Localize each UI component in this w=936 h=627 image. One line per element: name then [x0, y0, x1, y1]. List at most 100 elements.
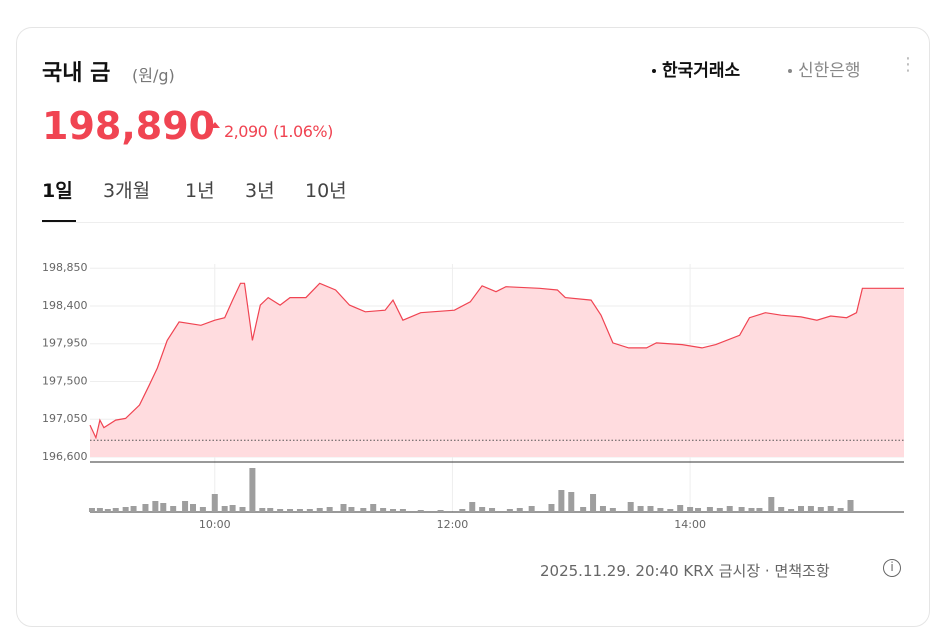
volume-bar	[122, 507, 129, 512]
disclaimer-link[interactable]: 면책조항	[774, 562, 830, 580]
volume-bar	[716, 508, 723, 512]
period-tab[interactable]: 1일	[42, 180, 73, 202]
volume-bar	[637, 506, 644, 512]
volume-bar	[677, 505, 684, 512]
chart: 196,600 197,050 197,500 197,950 198,400 198,8…	[42, 261, 904, 531]
volume-bar	[390, 509, 397, 512]
volume-bar	[370, 504, 377, 512]
source-label: 한국거래소	[662, 61, 741, 81]
volume-bar	[548, 504, 555, 512]
volume-bar	[259, 508, 266, 512]
volume-bar	[287, 509, 294, 512]
footer: 2025.11.29. 20:40 KRX 금시장 · 면책조항	[540, 562, 830, 580]
page: 국내 금 (원/g) 한국거래소 신한은행 ⋮ 198,890 2,090 (1…	[16, 27, 930, 627]
period-tab[interactable]: 3개월	[103, 180, 151, 202]
volume-bar	[469, 502, 476, 512]
volume-bar	[326, 507, 333, 512]
y-tick-label: 198,400	[42, 299, 88, 312]
period-tab[interactable]: 10년	[305, 180, 347, 202]
volume-bar	[647, 506, 654, 512]
volume-bar	[516, 508, 523, 512]
volume-bar	[706, 507, 713, 512]
volume-bar	[221, 506, 228, 512]
volume-bar	[726, 506, 733, 512]
volume-bar	[239, 507, 246, 512]
volume-bar	[199, 507, 206, 512]
volume-bar	[738, 507, 745, 512]
volume-bar	[267, 508, 274, 512]
price-change: 2,090	[224, 122, 268, 141]
up-arrow	[210, 122, 220, 128]
volume-bar	[340, 504, 347, 512]
volume-bar	[112, 508, 119, 512]
volume-bar	[489, 508, 496, 512]
area	[90, 283, 904, 457]
volume-bar	[459, 509, 466, 512]
volume-bar	[306, 509, 313, 512]
volume-bar	[229, 505, 236, 512]
volume-bar	[687, 507, 694, 512]
divider	[42, 222, 904, 223]
volume-bar	[768, 497, 775, 512]
volume-bar	[348, 507, 355, 512]
x-tick-label: 10:00	[199, 518, 231, 531]
period-tab[interactable]: 1년	[185, 180, 215, 202]
x-tick-label: 14:00	[674, 518, 706, 531]
volume-bar	[88, 508, 95, 512]
volume-bar	[104, 509, 111, 512]
volume-bar	[788, 509, 795, 512]
source-tab[interactable]: 한국거래소	[652, 56, 740, 81]
volume-bar	[316, 508, 323, 512]
more-menu[interactable]: ⋮	[899, 54, 917, 75]
volume-bar	[580, 507, 587, 512]
period-tab[interactable]: 3년	[245, 180, 275, 202]
y-tick-label: 197,950	[42, 337, 88, 350]
volume-bar	[807, 506, 814, 512]
volume-bar	[568, 492, 575, 512]
info-icon[interactable]: i	[883, 559, 901, 577]
volume-bar	[695, 508, 702, 512]
volume-bar	[609, 508, 616, 512]
volume-bar	[847, 500, 854, 512]
title: 국내 금	[42, 61, 111, 86]
volume-bar	[506, 509, 513, 512]
timestamp: 2025.11.29. 20:40 KRX 금시장	[540, 562, 761, 580]
volume-bar	[590, 494, 597, 512]
volume-bar	[170, 506, 177, 512]
price-line	[89, 282, 904, 440]
volume-bar	[479, 507, 486, 512]
source-tab[interactable]: 신한은행	[788, 56, 861, 81]
volume-bar	[277, 509, 284, 512]
volume-bar	[211, 494, 218, 512]
volume-bar	[189, 504, 196, 512]
volume-bar	[437, 510, 444, 512]
volume-bar	[182, 501, 189, 512]
x-tick-label: 12:00	[437, 518, 469, 531]
source-label: 신한은행	[798, 61, 861, 81]
volume-bar	[667, 509, 674, 512]
volume-bar	[528, 506, 535, 512]
volume-bar	[96, 508, 103, 512]
volume-bar	[296, 509, 303, 512]
volume-bar	[837, 508, 844, 512]
y-tick-label: 196,600	[42, 450, 88, 463]
y-tick-label: 197,050	[42, 412, 88, 425]
volume-bar	[152, 501, 159, 512]
price-change-pct: (1.06%)	[273, 122, 333, 141]
volume-bar	[798, 506, 805, 512]
volume-bar	[160, 503, 167, 512]
volume-bar	[130, 506, 137, 512]
volume-bar	[627, 502, 634, 512]
volume-bar	[417, 510, 424, 512]
price: 198,890	[42, 104, 216, 148]
volume-bar	[817, 507, 824, 512]
volume-bar	[399, 509, 406, 512]
volume-bar	[748, 508, 755, 512]
volume-bar	[599, 506, 606, 512]
volume-bar	[380, 508, 387, 512]
volume-bar	[827, 506, 834, 512]
volume-bar	[657, 508, 664, 512]
tab-underline	[42, 220, 76, 222]
volume-bar	[360, 508, 367, 512]
y-tick-label: 197,500	[42, 374, 88, 387]
